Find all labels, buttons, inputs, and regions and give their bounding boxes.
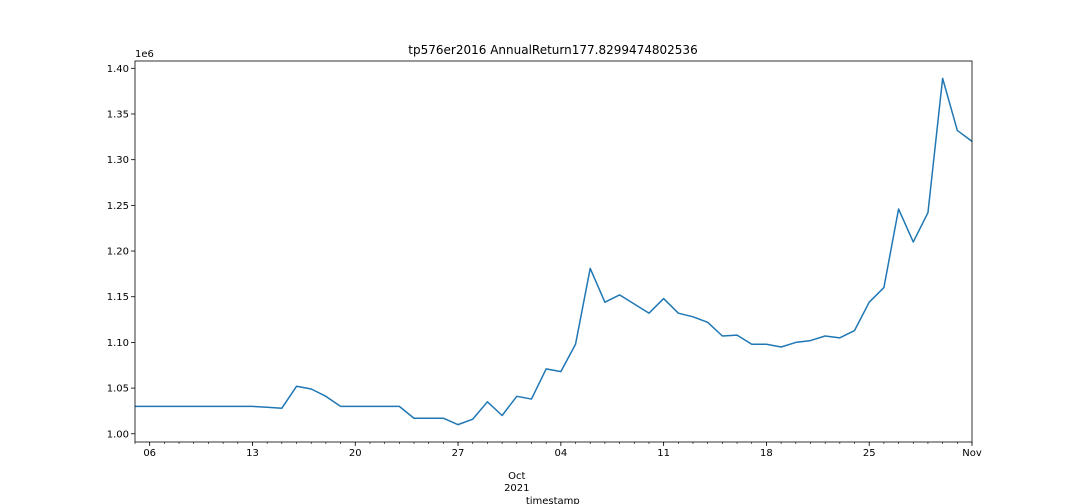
x-tick-label: 20 bbox=[349, 448, 362, 459]
y-tick-label: 1.10 bbox=[107, 338, 129, 349]
y-tick-label: 1.20 bbox=[107, 247, 129, 258]
x-tick-label: Nov bbox=[962, 448, 982, 459]
plot-frame bbox=[134, 60, 973, 443]
chart-title: tp576er2016 AnnualReturn177.829947480253… bbox=[408, 43, 697, 57]
series-line bbox=[135, 77, 973, 426]
y-tick-label: 1.15 bbox=[107, 292, 129, 303]
y-tick-label: 1.40 bbox=[107, 64, 129, 75]
x-tick-label: 27 bbox=[452, 448, 465, 459]
y-tick-label: 1.30 bbox=[107, 155, 129, 166]
y-offset-label: 1e6 bbox=[135, 49, 154, 60]
x-tick-label: 06 bbox=[143, 448, 156, 459]
x-month-label: Oct bbox=[508, 471, 525, 482]
y-tick-label: 1.05 bbox=[107, 384, 129, 395]
x-tick-label: 18 bbox=[760, 448, 773, 459]
x-tick-label: 25 bbox=[863, 448, 876, 459]
y-tick-label: 1.25 bbox=[107, 201, 129, 212]
y-tick-label: 1.35 bbox=[107, 109, 129, 120]
x-tick-label: 11 bbox=[657, 448, 670, 459]
y-tick-label: 1.00 bbox=[107, 429, 129, 440]
y-axis-ticks: 1.00 1.05 1.10 1.15 1.20 1.25 1.30 1.35 1.40 bbox=[107, 64, 135, 440]
x-year-label: 2021 bbox=[504, 483, 529, 494]
x-tick-label: 04 bbox=[554, 448, 567, 459]
x-tick-label: 13 bbox=[246, 448, 259, 459]
x-axis-ticks: 06 13 20 27 04 11 18 25 Nov bbox=[143, 442, 982, 459]
x-axis-label: timestamp bbox=[526, 496, 580, 504]
